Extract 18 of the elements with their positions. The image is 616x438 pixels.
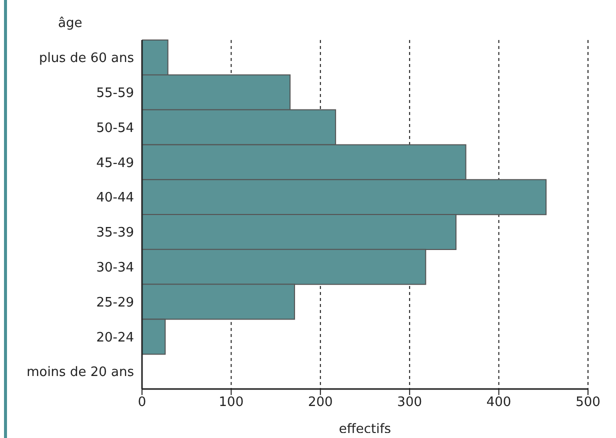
x-tick-label: 200 [308, 395, 333, 410]
y-tick-label: moins de 20 ans [26, 365, 134, 380]
y-tick-label: plus de 60 ans [38, 51, 134, 66]
y-tick-label: 20-24 [96, 330, 134, 346]
x-tick-label: 100 [218, 395, 244, 410]
y-tick-label: 35-39 [96, 226, 134, 241]
y-tick-label: 50-54 [96, 120, 134, 136]
x-tick-label: 500 [576, 395, 600, 410]
x-tick-label: 300 [397, 395, 422, 410]
y-tick-label: 25-29 [96, 295, 134, 310]
y-tick-label: 40-44 [96, 190, 134, 206]
x-tick-label: 400 [486, 395, 512, 410]
x-tick-label: 0 [138, 395, 146, 410]
y-axis-title: âge [58, 16, 82, 31]
x-axis-title: effectifs [338, 422, 392, 437]
y-tick-label: 30-34 [96, 260, 134, 276]
y-tick-label: 55-59 [96, 86, 134, 101]
y-tick-label: 45-49 [96, 156, 134, 171]
